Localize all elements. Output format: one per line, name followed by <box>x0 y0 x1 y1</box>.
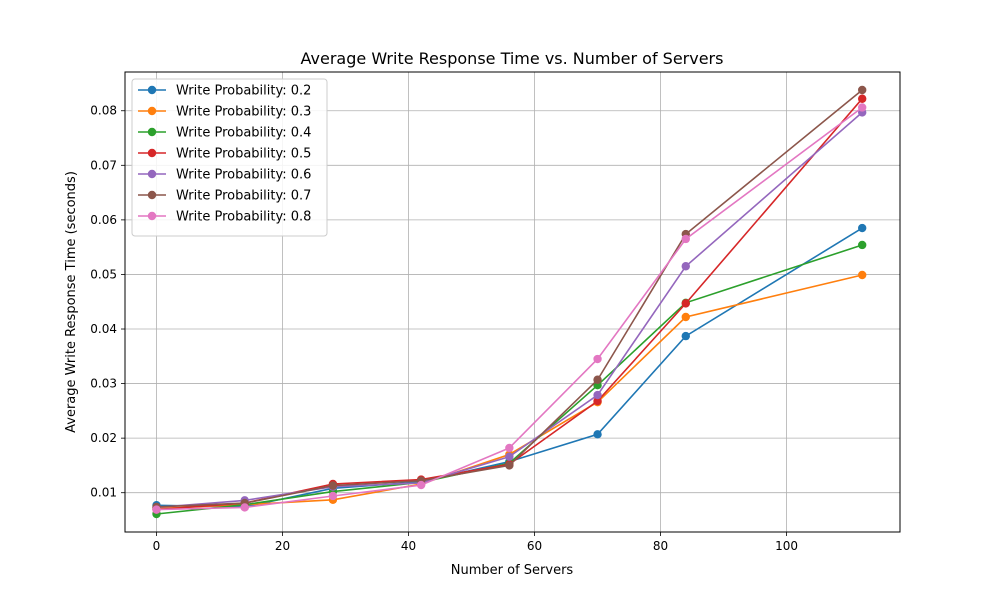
data-point <box>593 396 602 406</box>
series-7 <box>152 103 867 514</box>
data-point <box>681 299 690 308</box>
y-tick-label: 0.02 <box>90 431 117 445</box>
legend-entry: Write Probability: 0.4 <box>138 126 311 141</box>
legend-label: Write Probability: 0.2 <box>176 84 311 99</box>
data-point <box>593 390 602 400</box>
data-point <box>240 503 249 512</box>
legend-label: Write Probability: 0.7 <box>176 189 311 204</box>
x-tick-label: 60 <box>527 539 542 553</box>
data-point <box>681 262 690 271</box>
legend-marker <box>147 148 157 158</box>
legend-marker <box>147 85 157 95</box>
series-lines <box>152 85 867 519</box>
x-tick-label: 80 <box>653 539 668 553</box>
legend-label: Write Probability: 0.5 <box>176 147 311 162</box>
data-point <box>857 103 867 112</box>
data-point <box>681 312 690 322</box>
legend-label: Write Probability: 0.8 <box>176 210 311 225</box>
data-point <box>505 461 514 470</box>
chart-title: Average Write Response Time vs. Number o… <box>301 49 724 68</box>
series-line <box>156 111 863 509</box>
legend-entry: Write Probability: 0.3 <box>138 105 311 120</box>
x-tick-label: 100 <box>775 539 798 553</box>
legend-label: Write Probability: 0.6 <box>176 168 311 183</box>
data-point <box>857 85 867 95</box>
data-point <box>593 375 602 384</box>
y-tick-label: 0.04 <box>90 322 117 336</box>
data-point <box>593 430 602 439</box>
plot-frame <box>124 71 901 533</box>
y-tick-label: 0.01 <box>90 486 117 500</box>
y-axis-label: Average Write Response Time (seconds) <box>64 171 79 433</box>
legend-marker <box>147 211 157 221</box>
data-point <box>857 223 867 233</box>
legend-marker <box>147 106 157 116</box>
legend-marker <box>147 190 157 200</box>
data-point <box>857 270 867 280</box>
data-point <box>328 491 338 501</box>
data-point <box>416 480 426 490</box>
x-tick-label: 20 <box>275 539 290 553</box>
y-tick-label: 0.08 <box>90 104 117 118</box>
legend-entry: Write Probability: 0.8 <box>138 210 311 225</box>
x-tick-label: 40 <box>401 539 416 553</box>
legend-entry: Write Probability: 0.2 <box>138 84 311 99</box>
data-point <box>328 481 338 490</box>
data-point <box>505 443 514 453</box>
data-point <box>593 354 602 364</box>
axis-ticks: 0 20 40 60 80 100 0.01 0.02 0.03 0.04 0.05 0.06 0.07… <box>90 104 798 553</box>
legend-entry: Write Probability: 0.7 <box>138 189 311 204</box>
legend-entry: Write Probability: 0.6 <box>138 168 311 183</box>
data-point <box>681 331 690 341</box>
legend-label: Write Probability: 0.4 <box>176 126 311 141</box>
legend-marker <box>147 169 157 179</box>
y-tick-label: 0.05 <box>90 267 117 281</box>
data-point <box>857 94 867 103</box>
series-line <box>156 106 863 511</box>
data-point <box>681 234 690 244</box>
y-tick-label: 0.07 <box>90 158 117 172</box>
legend: Write Probability: 0.2 Write Probability:… <box>131 78 328 237</box>
y-tick-label: 0.06 <box>90 213 117 227</box>
legend-marker <box>147 127 157 137</box>
legend-box <box>131 78 328 237</box>
y-tick-label: 0.03 <box>90 377 117 391</box>
data-point <box>505 452 514 461</box>
x-tick-label: 0 <box>153 539 161 553</box>
data-point <box>857 240 867 250</box>
x-axis-label: Number of Servers <box>451 563 574 578</box>
legend-entry: Write Probability: 0.5 <box>138 147 311 162</box>
data-point <box>152 505 161 514</box>
legend-label: Write Probability: 0.3 <box>176 105 311 120</box>
